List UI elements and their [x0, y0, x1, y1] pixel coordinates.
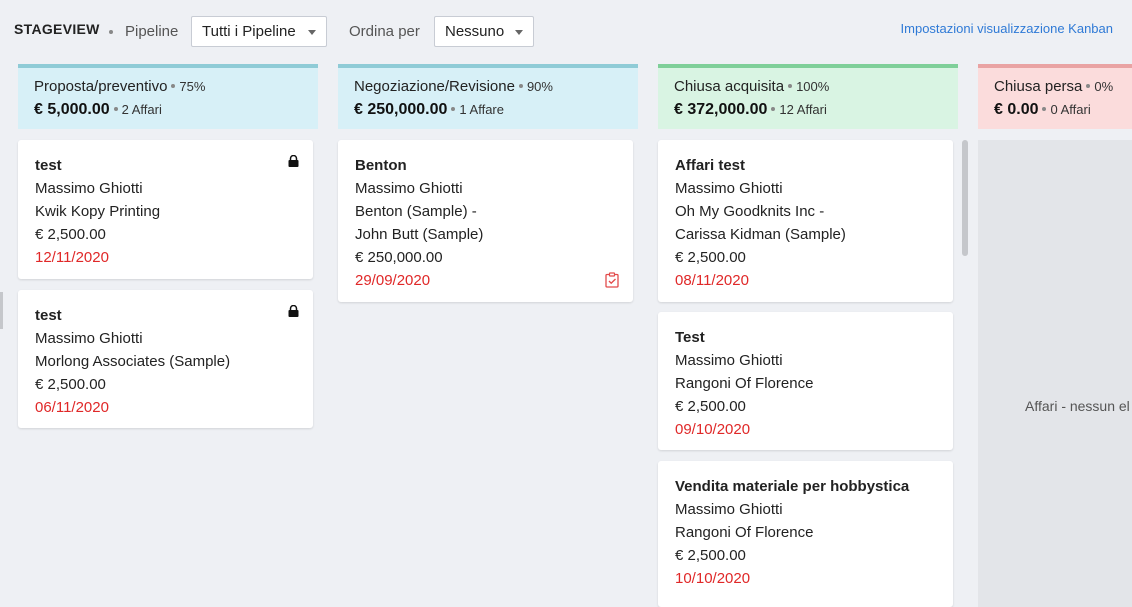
- deal-owner: Massimo Ghiotti: [35, 180, 143, 197]
- empty-column-message: Affari - nessun el: [1025, 398, 1130, 414]
- column-count: 1 Affare: [459, 102, 504, 117]
- deal-card[interactable]: Vendita materiale per hobbystica Massimo…: [658, 461, 953, 607]
- kanban-settings-link[interactable]: Impostazioni visualizzazione Kanban: [900, 21, 1113, 36]
- deal-title: Affari test: [675, 157, 746, 174]
- deal-account: Rangoni Of Florence: [675, 524, 814, 541]
- order-label: Ordina per: [349, 23, 420, 40]
- deal-amount: € 2,500.00: [675, 547, 746, 564]
- deal-contact: Carissa Kidman (Sample): [675, 226, 846, 243]
- deal-owner: Massimo Ghiotti: [675, 180, 783, 197]
- deal-account: Oh My Goodknits Inc -: [675, 203, 825, 220]
- column-header-proposta: Proposta/preventivo 75% € 5,000.00 2 Affar…: [18, 64, 318, 129]
- column-percent: 75%: [179, 79, 206, 94]
- column-count: 2 Affari: [121, 102, 162, 117]
- deal-contact: John Butt (Sample): [355, 226, 484, 243]
- deal-amount: € 2,500.00: [675, 249, 746, 266]
- column-name: Negoziazione/Revisione: [354, 78, 515, 95]
- column-name: Proposta/preventivo: [34, 78, 168, 95]
- page-title: STAGEVIEW: [14, 21, 100, 37]
- column-amount: € 5,000.00: [34, 101, 110, 118]
- deal-card[interactable]: test Massimo Ghiotti Kwik Kopy Printing …: [18, 140, 313, 279]
- lock-icon: [288, 305, 299, 317]
- deal-card[interactable]: test Massimo Ghiotti Morlong Associates …: [18, 290, 313, 428]
- left-scroll-indicator[interactable]: [0, 292, 3, 329]
- deal-owner: Massimo Ghiotti: [355, 180, 463, 197]
- deal-date: 06/11/2020: [35, 399, 109, 416]
- empty-column-area: [978, 140, 1132, 607]
- deal-owner: Massimo Ghiotti: [35, 330, 143, 347]
- column-header-chiusa-acquisita: Chiusa acquisita 100% € 372,000.00 12 Affa…: [658, 64, 958, 129]
- deal-amount: € 2,500.00: [35, 376, 106, 393]
- order-select-value: Nessuno: [445, 23, 505, 40]
- deal-card[interactable]: Test Massimo Ghiotti Rangoni Of Florence…: [658, 312, 953, 450]
- deal-title: Vendita materiale per hobbystica: [675, 478, 910, 495]
- lock-icon: [288, 155, 299, 167]
- order-select[interactable]: Nessuno: [434, 16, 534, 47]
- deal-account: Kwik Kopy Printing: [35, 203, 161, 220]
- column-percent: 90%: [526, 79, 553, 94]
- column-header-negoziazione: Negoziazione/Revisione 90% € 250,000.00 1 …: [338, 64, 638, 129]
- column-amount: € 0.00: [994, 101, 1039, 118]
- pipeline-label: Pipeline: [125, 23, 179, 40]
- deal-owner: Massimo Ghiotti: [675, 501, 783, 518]
- column-amount: € 372,000.00: [674, 101, 768, 118]
- column-name: Chiusa persa: [994, 78, 1083, 95]
- deal-card[interactable]: Affari test Massimo Ghiotti Oh My Goodkn…: [658, 140, 953, 302]
- column-percent: 0%: [1094, 79, 1114, 94]
- deal-owner: Massimo Ghiotti: [675, 352, 783, 369]
- deal-date: 12/11/2020: [35, 249, 109, 266]
- column-percent: 100%: [796, 79, 830, 94]
- deal-amount: € 2,500.00: [35, 226, 106, 243]
- deal-account: Rangoni Of Florence: [675, 375, 814, 392]
- top-bar: STAGEVIEW Pipeline Tutti i Pipeline Ordi…: [0, 0, 1132, 60]
- separator-dot: [109, 30, 113, 34]
- chevron-down-icon: [308, 30, 316, 35]
- column-amount: € 250,000.00: [354, 101, 448, 118]
- deal-title: Test: [675, 329, 705, 346]
- pipeline-select-value: Tutti i Pipeline: [202, 23, 296, 40]
- deal-amount: € 250,000.00: [355, 249, 443, 266]
- deal-title: Benton: [355, 157, 407, 174]
- column-name: Chiusa acquisita: [674, 78, 785, 95]
- deal-account: Benton (Sample) -: [355, 203, 477, 220]
- chevron-down-icon: [515, 30, 523, 35]
- pipeline-select[interactable]: Tutti i Pipeline: [191, 16, 327, 47]
- deal-title: test: [35, 157, 62, 174]
- task-icon[interactable]: [605, 272, 619, 288]
- deal-date: 08/11/2020: [675, 272, 749, 289]
- deal-account: Morlong Associates (Sample): [35, 353, 231, 370]
- deal-amount: € 2,500.00: [675, 398, 746, 415]
- deal-card[interactable]: Benton Massimo Ghiotti Benton (Sample) -…: [338, 140, 633, 302]
- column-count: 0 Affari: [1050, 102, 1091, 117]
- deal-title: test: [35, 307, 62, 324]
- column-count: 12 Affari: [779, 102, 827, 117]
- deal-date: 09/10/2020: [675, 421, 751, 438]
- deal-date: 10/10/2020: [675, 570, 751, 587]
- column-header-chiusa-persa: Chiusa persa 0% € 0.00 0 Affari: [978, 64, 1132, 129]
- deal-date: 29/09/2020: [355, 272, 431, 289]
- column-scrollbar[interactable]: [962, 140, 968, 256]
